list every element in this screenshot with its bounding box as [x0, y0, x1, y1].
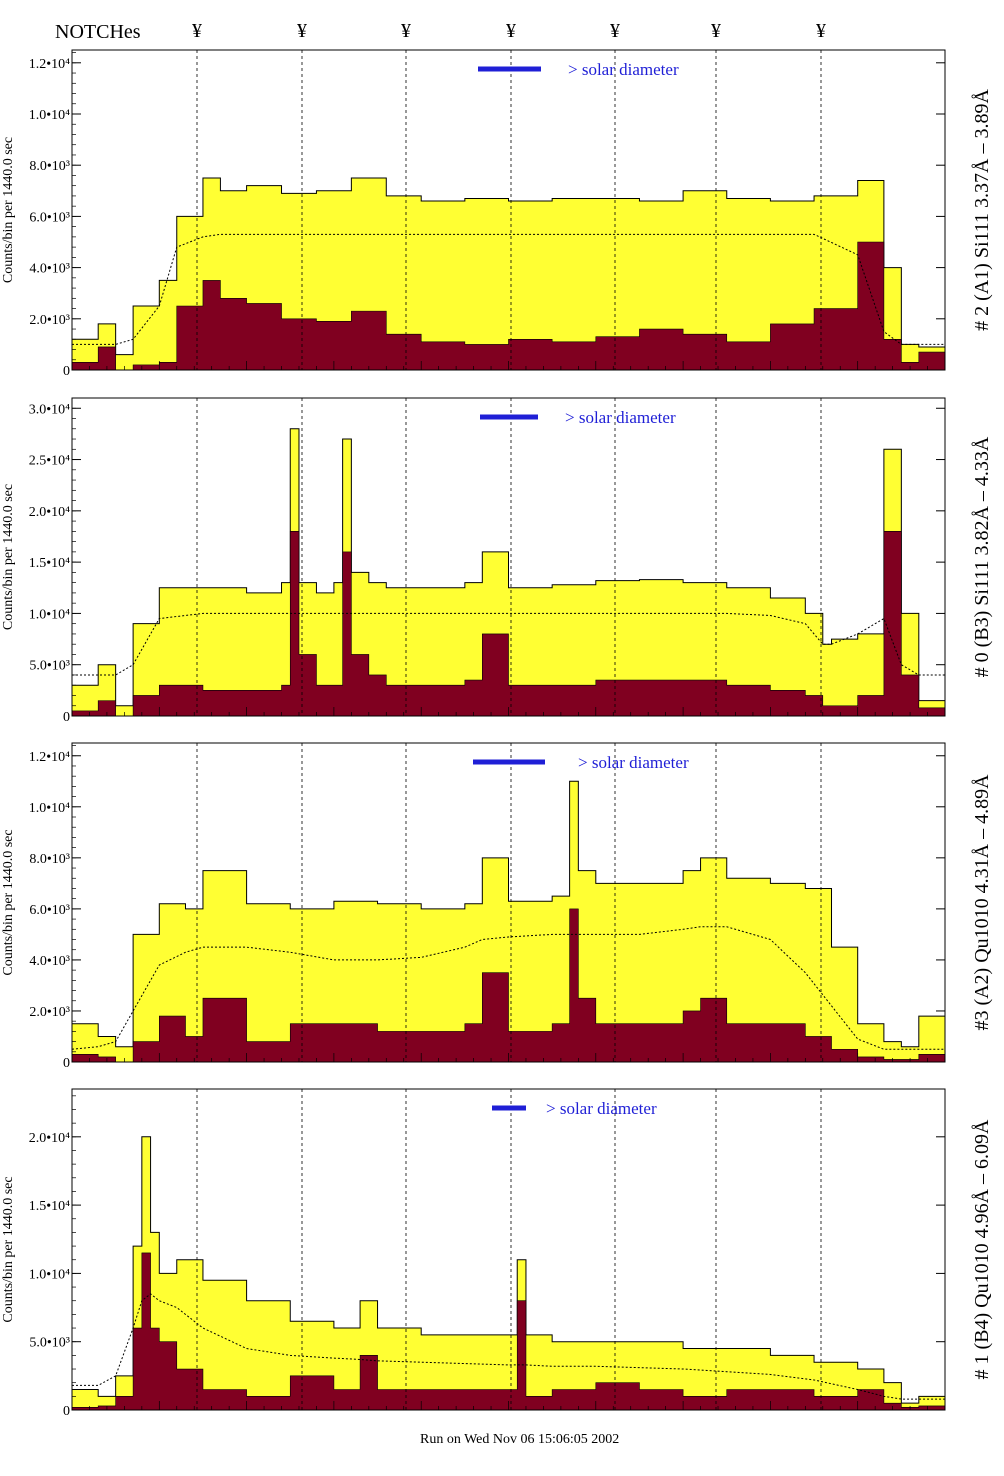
model-curve: [72, 233, 945, 345]
legend-text: > solar diameter: [568, 60, 679, 79]
y-tick-label: 0: [63, 1056, 70, 1071]
y-tick-label: 5.0•10³: [29, 1336, 70, 1351]
legend-text: > solar diameter: [578, 753, 689, 772]
channel-label: # 2 (A1) Si111 3.37Å – 3.89Å: [971, 89, 993, 331]
notch-symbol: ¥: [816, 20, 826, 42]
component-counts-area: [71, 1252, 946, 1411]
notch-symbol: ¥: [711, 20, 721, 42]
panel-2: 0 5.0•10³ 1.0•10⁴ 1.5•10⁴ 2.0•10⁴ 2.5•10⁴ 3.0•…: [1, 397, 993, 725]
y-axis-label: Counts/bin per 1440.0 sec: [1, 137, 16, 283]
y-tick-label: 4.0•10³: [29, 262, 70, 277]
panel-3: 0 2.0•10³ 4.0•10³ 6.0•10³ 8.0•10³ 1.0•10⁴ 1.2•…: [1, 742, 993, 1071]
y-tick-label: 4.0•10³: [29, 954, 70, 969]
y-tick-label: 0: [63, 364, 70, 379]
notch-symbol: ¥: [506, 20, 516, 42]
y-tick-label: 1.0•10⁴: [29, 801, 70, 816]
panel-1: 0 2.0•10³ 4.0•10³ 6.0•10³ 8.0•10³ 1.0•10⁴ 1.2•…: [1, 49, 993, 379]
model-curve: [71, 926, 945, 1050]
y-tick-label: 6.0•10³: [29, 903, 70, 918]
y-tick-label: 5.0•10³: [29, 659, 70, 674]
y-tick-label: 1.2•10⁴: [29, 750, 70, 765]
y-tick-label: 8.0•10³: [29, 852, 70, 867]
total-counts-area: [71, 780, 946, 1063]
notch-symbol: ¥: [297, 20, 307, 42]
y-axis-label: Counts/bin per 1440.0 sec: [1, 829, 16, 975]
legend-text: > solar diameter: [565, 408, 676, 427]
y-axis-label: Counts/bin per 1440.0 sec: [1, 1176, 16, 1322]
y-tick-label: 8.0•10³: [29, 159, 70, 174]
notch-markers: ¥ ¥ ¥ ¥ ¥ ¥ ¥: [192, 20, 826, 42]
y-tick-label: 0: [63, 1404, 70, 1419]
y-tick-label: 3.0•10⁴: [29, 402, 70, 417]
y-tick-label: 1.0•10⁴: [29, 607, 70, 622]
y-tick-label: 6.0•10³: [29, 210, 70, 225]
model-curve: [72, 1293, 945, 1400]
notch-symbol: ¥: [192, 20, 202, 42]
notch-symbol: ¥: [610, 20, 620, 42]
component-counts-area: [71, 531, 946, 717]
channel-label: #3 (A2) Qu1010 4.31Å – 4.89Å: [971, 774, 993, 1031]
y-tick-label: 0: [63, 710, 70, 725]
y-tick-label: 2.0•10⁴: [29, 1131, 70, 1146]
notch-symbol: ¥: [401, 20, 411, 42]
component-counts-area: [71, 241, 946, 371]
y-tick-label: 2.5•10⁴: [29, 454, 70, 469]
y-tick-label: 1.0•10⁴: [29, 108, 70, 123]
y-tick-label: 2.0•10⁴: [29, 505, 70, 520]
notches-label: NOTCHes: [55, 21, 141, 43]
total-counts-area: [71, 1136, 946, 1411]
y-tick-label: 1.5•10⁴: [29, 1199, 70, 1214]
y-axis-label: Counts/bin per 1440.0 sec: [1, 484, 16, 630]
y-tick-label: 2.0•10³: [29, 313, 70, 328]
panels: 0 2.0•10³ 4.0•10³ 6.0•10³ 8.0•10³ 1.0•10⁴ 1.2•…: [1, 49, 993, 1419]
channel-label: # 1 (B4) Qu1010 4.96Å – 6.09Å: [971, 1119, 993, 1380]
footer-timestamp: Run on Wed Nov 06 15:06:05 2002: [420, 1432, 619, 1447]
y-tick-label: 1.2•10⁴: [29, 57, 70, 72]
legend-text: > solar diameter: [546, 1099, 657, 1118]
model-curve: [72, 612, 945, 676]
y-tick-label: 1.5•10⁴: [29, 556, 70, 571]
panel-4: 0 5.0•10³ 1.0•10⁴ 1.5•10⁴ 2.0•10⁴ Counts/bin …: [1, 1088, 993, 1419]
component-counts-area: [71, 908, 946, 1063]
channel-label: # 0 (B3) Si111 3.82Å – 4.33Å: [971, 436, 993, 677]
y-tick-label: 2.0•10³: [29, 1005, 70, 1020]
y-tick-label: 1.0•10⁴: [29, 1267, 70, 1282]
